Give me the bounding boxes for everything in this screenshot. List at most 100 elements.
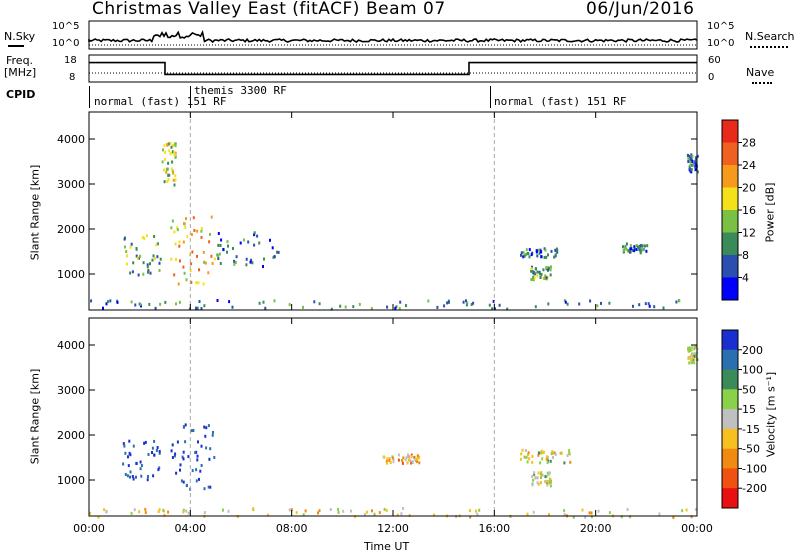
x-tick-label: 04:00 bbox=[174, 522, 206, 535]
y-tick-label: 2000 bbox=[57, 429, 85, 442]
cell bbox=[158, 261, 161, 265]
cell bbox=[97, 515, 100, 519]
cell bbox=[123, 237, 126, 241]
cell bbox=[549, 484, 552, 488]
cell bbox=[506, 307, 509, 311]
cell bbox=[388, 459, 391, 463]
noise-strip-frame bbox=[88, 20, 698, 50]
cell bbox=[179, 468, 181, 472]
cell bbox=[402, 456, 405, 460]
cell bbox=[535, 250, 538, 254]
cell bbox=[252, 507, 255, 511]
colorbar-swatch bbox=[722, 369, 738, 390]
cell bbox=[142, 261, 145, 265]
cell bbox=[272, 255, 275, 259]
cell bbox=[198, 268, 200, 272]
cell bbox=[550, 452, 553, 456]
cell bbox=[630, 250, 632, 254]
cell bbox=[469, 515, 472, 519]
colorbar-swatch bbox=[722, 389, 738, 410]
cell bbox=[546, 275, 549, 279]
cell bbox=[532, 278, 535, 282]
cell bbox=[173, 454, 176, 458]
n-sky-label: N.Sky bbox=[4, 30, 36, 43]
freq-tick-bottom: 8 bbox=[69, 72, 76, 83]
cell bbox=[129, 470, 132, 474]
cell bbox=[550, 479, 552, 483]
cell bbox=[539, 275, 542, 279]
cell bbox=[498, 303, 501, 307]
cell bbox=[443, 304, 446, 308]
cell bbox=[197, 440, 199, 444]
cell bbox=[192, 429, 195, 432]
cell bbox=[540, 449, 543, 453]
x-tick-label: 16:00 bbox=[478, 522, 510, 535]
cell bbox=[543, 256, 546, 259]
cell bbox=[202, 250, 205, 254]
cell bbox=[532, 275, 535, 279]
cell bbox=[547, 302, 550, 306]
cell bbox=[208, 457, 211, 461]
cell bbox=[129, 453, 132, 457]
cell bbox=[178, 300, 181, 304]
cell bbox=[687, 160, 690, 163]
cell bbox=[155, 243, 158, 247]
cell bbox=[233, 262, 236, 266]
cell bbox=[530, 267, 533, 271]
cell bbox=[530, 253, 533, 257]
cell bbox=[163, 180, 166, 184]
cell bbox=[146, 478, 149, 482]
cell bbox=[195, 479, 198, 483]
cell bbox=[158, 449, 161, 453]
cell bbox=[370, 307, 373, 311]
cell bbox=[536, 476, 539, 480]
cell bbox=[546, 483, 549, 487]
cell bbox=[399, 300, 402, 304]
x-tick-label: 00:00 bbox=[73, 522, 105, 535]
cell bbox=[126, 474, 129, 478]
cell bbox=[130, 511, 133, 515]
colorbar-tick-label: 28 bbox=[742, 137, 756, 150]
cell bbox=[182, 508, 185, 512]
cell bbox=[626, 508, 629, 511]
cell bbox=[210, 215, 213, 219]
cell bbox=[470, 303, 473, 306]
cell bbox=[691, 345, 694, 349]
cell bbox=[176, 228, 179, 232]
cell bbox=[692, 163, 695, 167]
cell bbox=[563, 509, 566, 513]
cell bbox=[536, 274, 539, 278]
cell bbox=[531, 474, 534, 478]
cell bbox=[176, 440, 179, 444]
cell bbox=[173, 183, 176, 187]
cell bbox=[182, 457, 185, 461]
cpid-label: CPID bbox=[6, 88, 36, 101]
cell bbox=[183, 271, 186, 275]
cell bbox=[533, 472, 536, 476]
cell bbox=[207, 424, 210, 428]
cell bbox=[209, 447, 212, 451]
cell bbox=[200, 229, 203, 233]
cell bbox=[672, 516, 675, 519]
cell bbox=[153, 235, 156, 238]
cell bbox=[685, 508, 688, 512]
cell bbox=[258, 241, 261, 245]
cell bbox=[531, 483, 534, 487]
cell bbox=[129, 245, 132, 249]
cell bbox=[103, 508, 106, 512]
cell bbox=[627, 249, 630, 253]
cell bbox=[695, 162, 698, 166]
cell bbox=[159, 302, 162, 306]
cell bbox=[204, 261, 207, 265]
cell bbox=[541, 451, 544, 455]
cell bbox=[537, 482, 540, 486]
cell bbox=[329, 508, 332, 511]
date-label: 06/Jun/2016 bbox=[586, 0, 695, 19]
cell bbox=[532, 510, 535, 514]
cell bbox=[154, 257, 156, 261]
cell bbox=[540, 472, 542, 476]
cell bbox=[597, 509, 600, 513]
cell bbox=[196, 454, 199, 458]
cell bbox=[170, 226, 173, 230]
cell bbox=[189, 269, 192, 273]
